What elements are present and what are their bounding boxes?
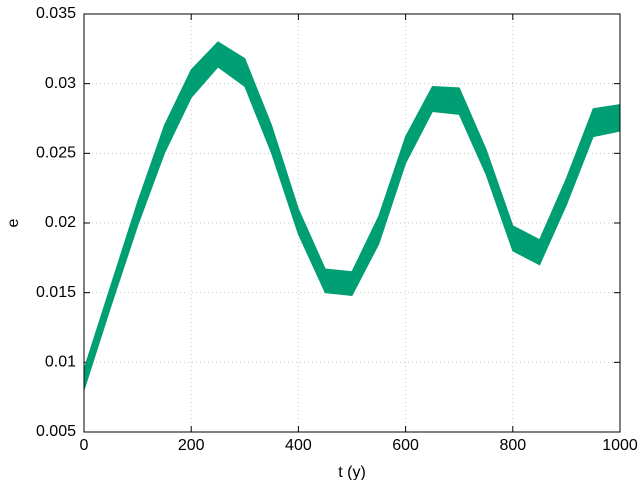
x-tick-label: 600 <box>392 437 419 454</box>
y-tick-label: 0.005 <box>36 423 76 440</box>
y-tick-label: 0.02 <box>45 214 76 231</box>
y-tick-label: 0.035 <box>36 5 76 22</box>
band <box>83 41 621 391</box>
plot-frame <box>83 13 621 433</box>
x-tick-label: 800 <box>499 437 526 454</box>
y-tick-label: 0.015 <box>36 284 76 301</box>
x-tick-label: 200 <box>178 437 205 454</box>
x-tick-label: 400 <box>285 437 312 454</box>
y-tick-label: 0.025 <box>36 145 76 162</box>
x-tick-label: 0 <box>80 437 89 454</box>
y-tick-label: 0.03 <box>45 75 76 92</box>
y-axis-label: e <box>5 218 22 227</box>
y-tick-label: 0.01 <box>45 354 76 371</box>
x-tick-label: 1000 <box>602 437 638 454</box>
x-axis-label: t (y) <box>338 464 366 480</box>
